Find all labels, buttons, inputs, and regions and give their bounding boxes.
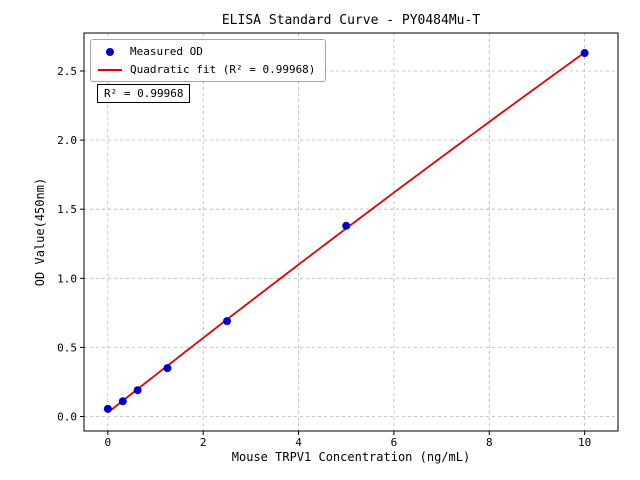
scatter-marker-icon — [106, 47, 114, 56]
y-tick-label: 1.0 — [57, 272, 77, 285]
x-tick-label: 8 — [486, 436, 493, 449]
legend-label-quadratic-fit: Quadratic fit (R² = 0.99968) — [130, 63, 316, 76]
y-tick-label: 0.5 — [57, 341, 77, 354]
x-tick-label: 4 — [295, 436, 302, 449]
legend-item-quadratic-fit: Quadratic fit (R² = 0.99968) — [98, 63, 315, 76]
legend-item-measured-od: Measured OD — [98, 45, 315, 58]
legend: Measured OD Quadratic fit (R² = 0.99968) — [90, 39, 327, 82]
line-marker-icon — [98, 68, 122, 71]
data-point — [223, 317, 232, 326]
y-tick-label: 1.5 — [57, 203, 77, 216]
data-point — [342, 221, 351, 230]
data-point — [103, 404, 112, 413]
data-point — [118, 397, 127, 406]
quadratic-fit-line — [107, 51, 586, 414]
y-tick-label: 0.0 — [57, 410, 77, 423]
data-point — [133, 386, 142, 395]
legend-label-measured-od: Measured OD — [130, 45, 203, 58]
y-tick-label: 2.5 — [57, 65, 77, 78]
r-squared-annotation: R² = 0.99968 — [97, 84, 191, 103]
chart-title: ELISA Standard Curve - PY0484Mu-T — [221, 13, 481, 28]
x-tick-label: 10 — [578, 436, 591, 449]
legend-handle — [98, 68, 122, 71]
data-point — [163, 364, 172, 373]
legend-handle — [98, 47, 122, 56]
plot-frame — [83, 32, 619, 432]
y-axis-label: OD Value(450nm) — [33, 177, 47, 287]
y-tick-label: 2.0 — [57, 134, 77, 147]
data-point — [580, 49, 589, 58]
x-tick-label: 0 — [105, 436, 112, 449]
x-axis-label: Mouse TRPV1 Concentration (ng/mL) — [231, 450, 471, 464]
x-tick-label: 6 — [391, 436, 398, 449]
x-tick-label: 2 — [200, 436, 207, 449]
